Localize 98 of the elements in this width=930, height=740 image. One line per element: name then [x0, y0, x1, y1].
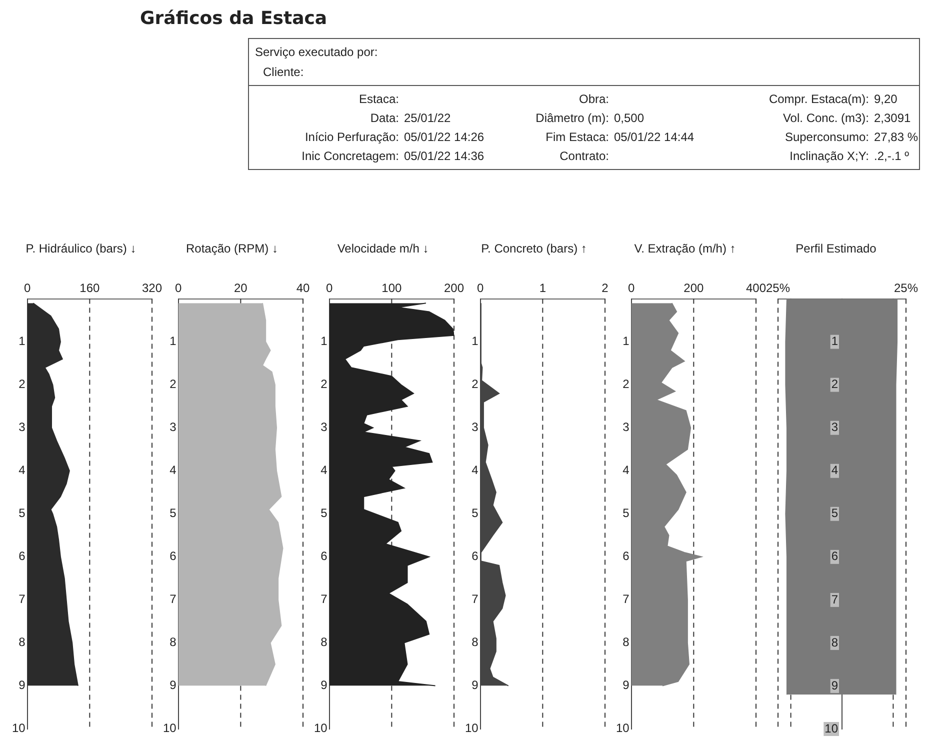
x-tick-label: 20: [234, 280, 248, 295]
y-tick-label: 8: [320, 635, 328, 650]
y-tick-label: 9: [320, 678, 328, 692]
x-tick-label: 100: [382, 280, 402, 295]
y-tick-label: 3: [320, 420, 328, 434]
y-tick-label: 4: [170, 463, 177, 478]
x-tick-label: 200: [444, 280, 464, 295]
y-tick-label: 7: [320, 592, 328, 606]
text: Fim Estaca: 05/01/22 14:44: [546, 130, 696, 144]
y-tick-label: 10: [12, 721, 26, 736]
y-tick-label: 4: [18, 463, 26, 478]
y-tick-label: 9: [18, 678, 26, 692]
y-tick-label: 7: [472, 592, 479, 606]
y-tick-label: 10: [616, 721, 630, 736]
x-tick-label: 0: [24, 280, 32, 295]
x-tick-label: 25%: [894, 280, 918, 295]
y-tick-label: 10: [824, 721, 838, 736]
y-tick-label: 3: [18, 420, 26, 434]
y-tick-label: 4: [472, 463, 479, 478]
y-tick-label: 6: [18, 549, 26, 564]
y-tick-label: 2: [320, 377, 328, 392]
chart-title: P. Concreto (bars) ↑: [481, 242, 587, 256]
chart-title: Velocidade m/h ↓: [337, 242, 429, 256]
y-tick-label: 9: [622, 678, 630, 692]
y-tick-label: 4: [831, 463, 838, 478]
y-tick-label: 6: [170, 549, 177, 564]
y-tick-label: 7: [622, 592, 630, 606]
y-tick-label: 6: [622, 549, 630, 564]
y-tick-label: 6: [831, 549, 838, 564]
y-tick-label: 9: [472, 678, 479, 692]
y-tick-label: 5: [18, 506, 26, 520]
y-tick-label: 7: [18, 592, 26, 606]
y-tick-label: 1: [472, 334, 479, 348]
y-tick-label: 5: [170, 506, 177, 520]
chart-title: Rotação (RPM) ↓: [186, 242, 278, 256]
x-tick-label: 400: [746, 280, 766, 295]
x-tick-label: 40: [296, 280, 310, 295]
y-tick-label: 6: [320, 549, 328, 564]
y-tick-label: 3: [831, 420, 838, 434]
text: Obra:: [578, 92, 609, 106]
y-tick-label: 4: [622, 463, 630, 478]
y-tick-label: 2: [170, 377, 177, 392]
y-tick-label: 6: [472, 549, 479, 564]
x-tick-label: 0: [477, 280, 484, 295]
text: Compr. Estaca(m): 9,20: [768, 92, 898, 106]
text: Data: 25/01/22: [369, 111, 452, 125]
chart-title: V. Extração (m/h) ↑: [634, 242, 736, 256]
y-tick-label: 10: [314, 721, 328, 736]
text: Estaca:: [358, 92, 399, 106]
y-tick-label: 8: [622, 635, 630, 650]
y-tick-label: 10: [464, 721, 479, 736]
y-tick-label: 2: [18, 377, 26, 392]
y-tick-label: 5: [622, 506, 630, 520]
x-tick-label: 160: [80, 280, 100, 295]
y-tick-label: 8: [18, 635, 26, 650]
y-tick-label: 1: [18, 334, 26, 348]
y-tick-label: 8: [472, 635, 479, 650]
x-tick-label: 200: [684, 280, 704, 295]
text: Diâmetro (m): 0,500: [534, 111, 646, 125]
x-tick-label: 0: [326, 280, 334, 295]
y-tick-label: 1: [831, 334, 838, 348]
x-tick-label: 0: [628, 280, 636, 295]
y-tick-label: 8: [831, 635, 838, 650]
y-tick-label: 5: [320, 506, 328, 520]
text: Gráficos da Estaca: [140, 8, 328, 29]
x-tick-label: 25%: [766, 280, 790, 295]
text: Serviço executado por:: [255, 44, 379, 61]
x-tick-label: 2: [602, 280, 609, 295]
y-tick-label: 10: [162, 721, 177, 736]
y-tick-label: 9: [170, 678, 177, 692]
y-tick-label: 5: [472, 506, 479, 520]
y-tick-label: 2: [622, 377, 630, 392]
y-tick-label: 2: [472, 377, 479, 392]
y-tick-label: 1: [622, 334, 630, 348]
y-tick-label: 5: [831, 506, 838, 520]
text: Vol. Conc. (m3): 2,3091: [782, 111, 912, 125]
y-tick-label: 3: [472, 420, 479, 434]
text: Início Perfuração: 05/01/22 14:26: [304, 130, 484, 144]
text: Inclinação X;Y: .2,-.1 º: [788, 149, 910, 163]
y-tick-label: 1: [170, 334, 177, 348]
y-tick-label: 7: [831, 592, 838, 606]
y-tick-label: 9: [831, 678, 838, 692]
chart-title: Perfil Estimado: [796, 242, 877, 256]
text: Inic Concretagem: 05/01/22 14:36: [300, 149, 484, 163]
y-tick-label: 8: [170, 635, 177, 650]
x-tick-label: 320: [142, 280, 162, 295]
x-tick-label: 0: [175, 280, 182, 295]
y-tick-label: 3: [622, 420, 630, 434]
text: Contrato:: [560, 149, 609, 163]
y-tick-label: 7: [170, 592, 177, 606]
x-tick-label: 1: [539, 280, 546, 295]
chart-title: P. Hidráulico (bars) ↓: [26, 242, 136, 256]
text: Cliente:: [262, 64, 305, 81]
y-tick-label: 1: [320, 334, 328, 348]
y-tick-label: 2: [831, 377, 838, 392]
text: Superconsumo: 27,83 %: [784, 130, 919, 144]
y-tick-label: 4: [320, 463, 328, 478]
y-tick-label: 3: [170, 420, 177, 434]
